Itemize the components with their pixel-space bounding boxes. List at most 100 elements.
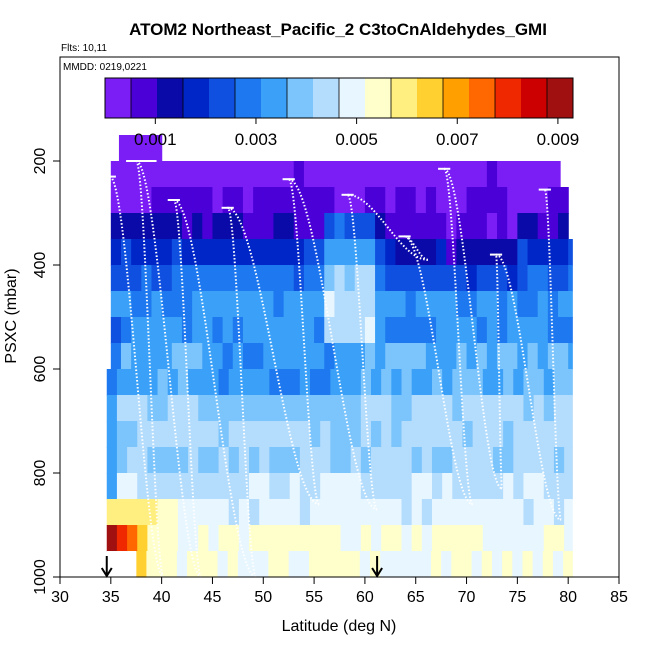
- heatmap-cell: [259, 447, 270, 474]
- heatmap-cell: [344, 317, 356, 344]
- heatmap-cell: [273, 187, 285, 214]
- heatmap-cell: [527, 213, 539, 240]
- heatmap-cell: [324, 161, 336, 188]
- heatmap-cell: [273, 239, 285, 266]
- heatmap-cell: [157, 447, 169, 474]
- heatmap-cell: [547, 291, 559, 318]
- heatmap-cell: [405, 265, 417, 292]
- heatmap-cell: [131, 161, 142, 188]
- heatmap-cell: [330, 421, 342, 448]
- heatmap-cell: [249, 447, 260, 474]
- heatmap-cell: [298, 551, 310, 578]
- heatmap-cell: [523, 421, 535, 448]
- heatmap-cell: [491, 551, 503, 578]
- heatmap-cell: [442, 421, 453, 448]
- heatmap-cell: [167, 447, 179, 474]
- heatmap-cell: [232, 239, 244, 266]
- heatmap-cell: [340, 473, 352, 500]
- heatmap-cell: [177, 447, 189, 474]
- heatmap-cell: [161, 343, 173, 370]
- y-tick-label: 1000: [32, 559, 49, 595]
- heatmap-cell: [324, 187, 336, 214]
- heatmap-cell: [279, 421, 291, 448]
- heatmap-cell: [482, 499, 494, 526]
- heatmap-cell: [553, 421, 565, 448]
- heatmap-cell: [159, 135, 163, 162]
- colorbar-swatch: [209, 78, 236, 118]
- heatmap-cell: [259, 369, 270, 396]
- heatmap-cell: [385, 343, 396, 370]
- heatmap-cell: [364, 213, 376, 240]
- heatmap-cell: [507, 343, 518, 370]
- heatmap-cell: [461, 551, 473, 578]
- heatmap-cell: [391, 421, 403, 448]
- heatmap-cell: [156, 551, 168, 578]
- heatmap-cell: [472, 369, 484, 396]
- heatmap-cell: [462, 395, 474, 422]
- heatmap-cell: [127, 499, 138, 526]
- heatmap-cell: [192, 265, 203, 292]
- heatmap-cell: [320, 447, 331, 474]
- heatmap-cell: [436, 317, 447, 344]
- heatmap-cell: [334, 343, 346, 370]
- heatmap-cell: [486, 343, 498, 370]
- heatmap-cell: [421, 447, 433, 474]
- heatmap-cell: [192, 161, 203, 188]
- heatmap-cell: [371, 525, 382, 552]
- heatmap-cell: [466, 213, 478, 240]
- heatmap-cell: [242, 213, 254, 240]
- heatmap-cell: [129, 135, 140, 162]
- heatmap-cell: [476, 239, 488, 266]
- heatmap-cell: [507, 291, 518, 318]
- heatmap-cell: [354, 343, 366, 370]
- heatmap-cell: [208, 369, 220, 396]
- heatmap-cell: [232, 213, 244, 240]
- heatmap-cell: [436, 343, 447, 370]
- heatmap-cell: [110, 187, 122, 214]
- heatmap-cell: [507, 317, 518, 344]
- heatmap-cell: [120, 265, 132, 292]
- heatmap-cell: [212, 291, 224, 318]
- heatmap-cell: [513, 499, 525, 526]
- heatmap-cell: [354, 187, 366, 214]
- heatmap-cell: [106, 395, 118, 422]
- heatmap-cell: [289, 421, 301, 448]
- heatmap-cell: [430, 551, 442, 578]
- heatmap-cell: [552, 551, 564, 578]
- heatmap-cell: [242, 317, 254, 344]
- heatmap-cell: [151, 291, 163, 318]
- heatmap-cell: [375, 213, 386, 240]
- heatmap-cell: [497, 161, 508, 188]
- heatmap-cell: [131, 187, 142, 214]
- heatmap-cell: [279, 499, 291, 526]
- heatmap-cell: [127, 421, 138, 448]
- heatmap-cell: [167, 395, 179, 422]
- heatmap-cell: [120, 317, 132, 344]
- heatmap-cell: [263, 291, 275, 318]
- heatmap-cell: [385, 187, 396, 214]
- flight-track-segment: [404, 235, 474, 506]
- heatmap-cell: [268, 551, 280, 578]
- heatmap-cell: [181, 343, 193, 370]
- heatmap-cell: [513, 369, 525, 396]
- heatmap-cell: [289, 395, 301, 422]
- heatmap-cell: [436, 213, 447, 240]
- heatmap-cell: [197, 551, 208, 578]
- heatmap-cell: [161, 291, 173, 318]
- heatmap-cell: [289, 525, 301, 552]
- heatmap-cell: [497, 187, 508, 214]
- heatmap-cell: [299, 499, 311, 526]
- heatmap-cell: [375, 239, 386, 266]
- heatmap-cell: [568, 291, 573, 318]
- heatmap-cell: [527, 265, 539, 292]
- heatmap-cell: [273, 213, 285, 240]
- flight-track-segment: [135, 160, 203, 578]
- heatmap-cell: [208, 525, 220, 552]
- x-tick-label: 35: [102, 589, 120, 606]
- heatmap-cell: [558, 291, 569, 318]
- heatmap-cell: [431, 421, 443, 448]
- heatmap-cell: [310, 369, 321, 396]
- heatmap-cell: [151, 265, 163, 292]
- heatmap-cell: [141, 343, 153, 370]
- heatmap-cell: [273, 265, 285, 292]
